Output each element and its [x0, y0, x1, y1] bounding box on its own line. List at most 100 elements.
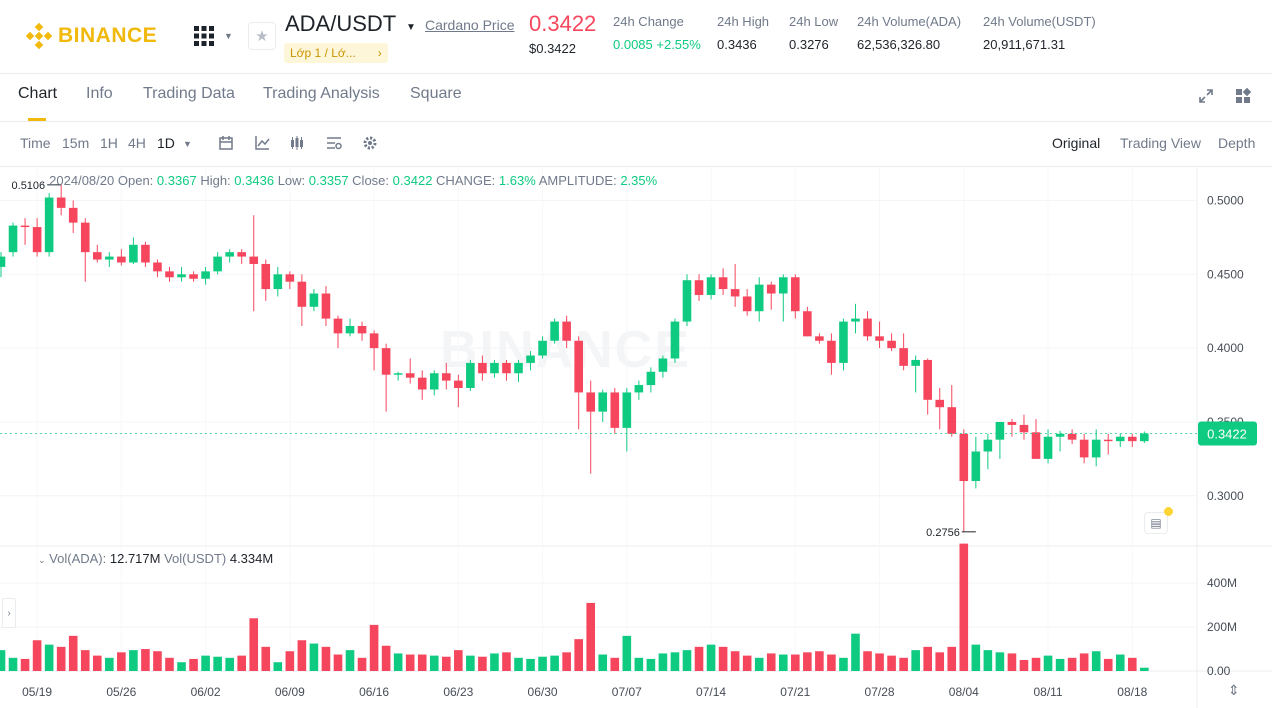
volume-bar — [1019, 660, 1029, 671]
fullscreen-icon[interactable] — [1198, 88, 1214, 104]
tab-chart[interactable]: Chart — [18, 85, 58, 102]
stat-label: 24h High — [717, 14, 770, 29]
volume-bar — [321, 646, 331, 671]
ohlc-change-label: CHANGE: — [436, 173, 496, 188]
volume-bar — [105, 657, 114, 671]
stat-value: 0.3436 — [717, 37, 757, 52]
volume-bar — [718, 646, 728, 671]
volume-bar — [730, 651, 740, 671]
volume-bar — [815, 651, 824, 671]
candle-body — [105, 256, 114, 260]
volume-bar — [333, 654, 343, 671]
category-tag-label: Lớp 1 / Lớ... — [290, 46, 356, 60]
stat-24h-volume-usdt: 24h Volume(USDT) 20,911,671.31 — [983, 14, 1096, 52]
gear-icon[interactable] — [362, 135, 378, 151]
ohlc-high: 0.3436 — [234, 173, 275, 188]
chart-settings-list-icon[interactable] — [326, 135, 342, 151]
ohlc-date: 2024/08/20 — [49, 173, 115, 188]
candle-body — [466, 362, 475, 389]
candle-type-icon[interactable] — [289, 135, 305, 151]
ohlc-amplitude-label: AMPLITUDE: — [538, 173, 617, 188]
chart-toolbar: Time 15m 1H 4H 1D ▼ Original Trading Vie… — [0, 122, 1272, 167]
volume-bar — [670, 652, 680, 671]
expand-sidebar-button[interactable]: › — [2, 598, 16, 628]
candle-body — [393, 373, 403, 375]
calendar-icon[interactable] — [218, 135, 234, 151]
axis-settings-icon[interactable]: ⇕ — [1228, 682, 1240, 698]
collapse-chevron-icon[interactable]: ⌄ — [38, 555, 46, 565]
volume-bar — [959, 543, 969, 671]
candle-body — [1115, 436, 1125, 442]
layout-icon[interactable] — [1235, 88, 1251, 104]
tab-trading-analysis[interactable]: Trading Analysis — [263, 85, 380, 102]
candle-body — [345, 325, 355, 334]
candle-body — [129, 244, 138, 263]
candle-body — [441, 373, 451, 381]
candle-body — [562, 321, 571, 341]
apps-menu-button[interactable]: ▼ — [194, 26, 233, 46]
view-trading-view[interactable]: Trading View — [1120, 135, 1201, 151]
notes-button[interactable]: ▤ — [1144, 512, 1168, 534]
interval-1d[interactable]: 1D — [157, 135, 175, 151]
volume-axis-label: 400M — [1207, 576, 1237, 590]
favorite-star-button[interactable]: ★ — [248, 22, 276, 50]
volume-bar — [1091, 651, 1101, 671]
caret-down-icon: ▼ — [224, 31, 233, 41]
indicator-icon[interactable] — [254, 135, 270, 151]
coin-price-link[interactable]: Cardano Price — [425, 17, 515, 33]
interval-dropdown-icon[interactable]: ▼ — [183, 139, 192, 149]
time-label: Time — [20, 135, 51, 151]
tab-info[interactable]: Info — [86, 85, 113, 102]
candle-body — [381, 348, 391, 375]
candle-body — [959, 433, 969, 482]
volume-bar — [441, 656, 451, 671]
time-axis-label: 07/28 — [865, 685, 895, 699]
pair-symbol[interactable]: ADA/USDT — [285, 11, 397, 36]
category-tag[interactable]: Lớp 1 / Lớ... › — [284, 43, 388, 63]
ohlc-open: 0.3367 — [156, 173, 197, 188]
candle-body — [285, 274, 295, 282]
view-original[interactable]: Original — [1052, 135, 1101, 151]
candle-body — [538, 340, 547, 356]
candle-body — [670, 321, 680, 359]
tab-square[interactable]: Square — [410, 85, 462, 102]
candle-body — [778, 277, 788, 294]
stat-24h-high: 24h High 0.3436 — [717, 14, 769, 52]
vol-ada-label: Vol(ADA): — [49, 551, 107, 566]
candle-body — [117, 256, 126, 263]
stat-value: 0.3276 — [789, 37, 829, 52]
volume-bar — [309, 643, 319, 671]
candle-body — [261, 263, 271, 290]
time-axis-label: 06/02 — [191, 685, 221, 699]
pair-dropdown-icon[interactable]: ▼ — [406, 22, 416, 33]
brand-name: BINANCE — [58, 24, 158, 47]
candle-body — [333, 318, 343, 334]
volume-bar — [514, 657, 523, 671]
min-marker-label: 0.2756 — [926, 527, 960, 539]
candle-body — [875, 336, 884, 341]
volume-bar — [1067, 657, 1077, 671]
candle-body — [237, 252, 246, 257]
candle-body — [1019, 424, 1029, 433]
candle-body — [899, 348, 908, 366]
price-axis-label: 0.5000 — [1207, 193, 1244, 207]
ohlc-low: 0.3357 — [308, 173, 349, 188]
view-depth[interactable]: Depth — [1218, 135, 1256, 151]
candle-body — [1067, 433, 1077, 440]
interval-15m[interactable]: 15m — [62, 135, 90, 151]
volume-bar — [285, 651, 295, 671]
volume-bar — [201, 655, 210, 671]
candlestick-chart[interactable]: 0.50000.45000.40000.35000.3000400M200M0.… — [0, 167, 1272, 708]
interval-1h[interactable]: 1H — [100, 135, 118, 151]
volume-bar — [646, 658, 656, 671]
tab-trading-data[interactable]: Trading Data — [143, 85, 235, 102]
ohlc-change: 1.63% — [498, 173, 536, 188]
collapse-chevron-icon[interactable]: ⌄ — [38, 177, 46, 187]
candle-body — [911, 359, 920, 366]
candle-body — [1079, 439, 1089, 458]
candle-body — [225, 252, 234, 257]
volume-bar — [1103, 658, 1113, 671]
volume-bar — [610, 657, 620, 671]
binance-logo[interactable]: BINANCE — [26, 22, 157, 50]
interval-4h[interactable]: 4H — [128, 135, 146, 151]
